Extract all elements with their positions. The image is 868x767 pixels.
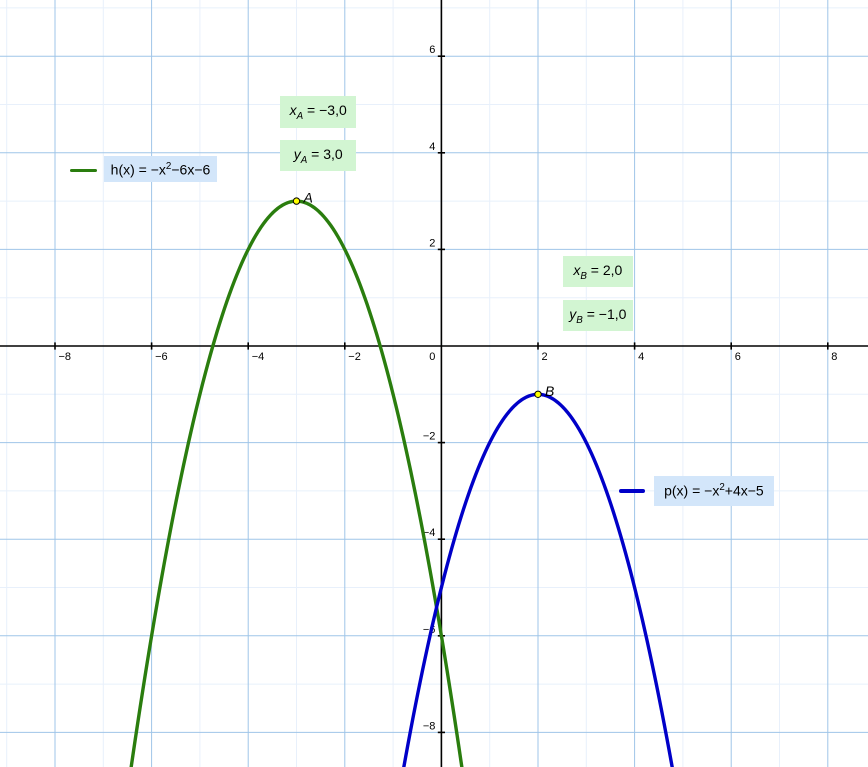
svg-text:4: 4: [429, 141, 435, 153]
svg-text:6: 6: [735, 351, 741, 363]
svg-text:6: 6: [429, 44, 435, 56]
svg-text:−8: −8: [423, 720, 436, 732]
svg-text:−4: −4: [252, 351, 265, 363]
svg-text:−6: −6: [155, 351, 168, 363]
svg-text:B: B: [545, 383, 554, 399]
svg-text:2: 2: [429, 237, 435, 249]
svg-text:8: 8: [831, 351, 837, 363]
svg-text:2: 2: [542, 351, 548, 363]
svg-text:−8: −8: [59, 351, 72, 363]
svg-text:−2: −2: [348, 351, 361, 363]
svg-text:A: A: [303, 190, 313, 206]
svg-text:−2: −2: [423, 431, 436, 443]
svg-text:4: 4: [638, 351, 644, 363]
svg-text:0: 0: [429, 351, 435, 363]
